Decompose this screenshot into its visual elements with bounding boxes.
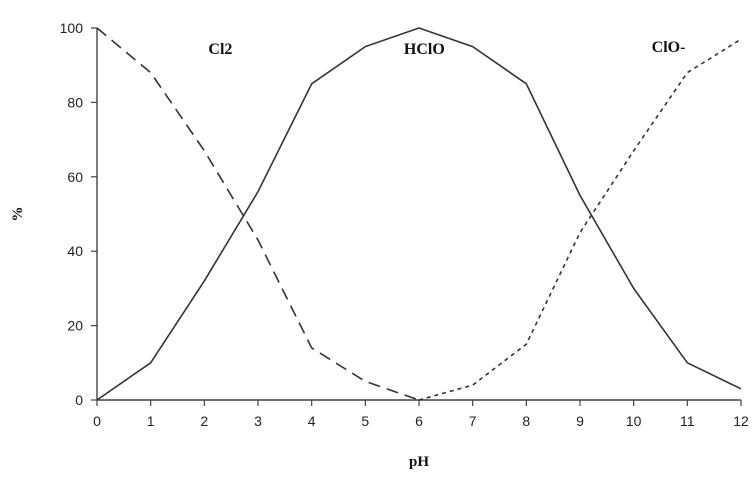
y-tick-label: 0	[75, 392, 83, 408]
x-tick-label: 1	[147, 413, 155, 429]
series-lines	[96, 27, 742, 401]
x-tick-label: 0	[93, 413, 101, 429]
y-tick-label: 20	[67, 318, 83, 334]
series-line-0	[96, 27, 420, 401]
x-tick-label: 11	[680, 413, 695, 429]
y-tick-label: 60	[67, 169, 83, 185]
x-tick-label: 10	[626, 413, 642, 429]
y-tick-label: 100	[60, 20, 84, 36]
x-axis-title: pH	[409, 454, 429, 470]
x-tick-label: 12	[733, 413, 749, 429]
axes	[96, 28, 741, 401]
series-line-1	[96, 27, 742, 401]
x-tick-label: 9	[576, 413, 584, 429]
x-tick-label: 5	[361, 413, 369, 429]
x-tick-label: 4	[308, 413, 316, 429]
x-tick-label: 3	[254, 413, 262, 429]
x-tick-label: 2	[200, 413, 208, 429]
series-labels: Cl2 HClO ClO-	[208, 39, 685, 58]
x-tick-label: 7	[469, 413, 477, 429]
y-tick-label: 80	[67, 94, 83, 110]
y-tick-label: 40	[67, 243, 83, 259]
x-tick-label: 8	[522, 413, 530, 429]
x-tick-label: 6	[415, 413, 423, 429]
series-label-1: HClO	[404, 41, 445, 58]
series-line-2	[418, 38, 742, 401]
y-axis-title: %	[10, 207, 26, 222]
series-label-2: ClO-	[652, 39, 686, 56]
series-label-0: Cl2	[208, 41, 232, 58]
